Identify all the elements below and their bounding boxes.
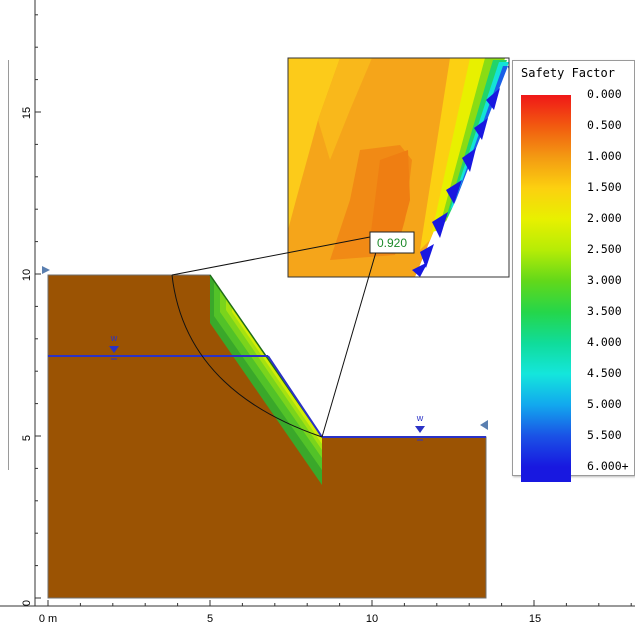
x-tick-label-0: 0 m — [39, 613, 57, 625]
vertical-ruler: 0 5 10 15 — [21, 0, 41, 606]
legend-entry: 2.000 — [521, 211, 631, 250]
legend-label: 6.000+ — [587, 459, 629, 473]
legend-swatch — [521, 374, 571, 405]
x-tick-label-10: 10 — [366, 613, 378, 625]
legend-swatch — [521, 188, 571, 219]
legend-swatch — [521, 126, 571, 157]
legend-label: 5.500 — [587, 428, 622, 442]
legend-swatch — [521, 467, 571, 482]
legend-entry: 3.500 — [521, 304, 631, 343]
legend-label: 4.500 — [587, 366, 622, 380]
legend-swatch — [521, 250, 571, 281]
legend-entry: 0.500 — [521, 118, 631, 157]
legend-entry: 1.000 — [521, 149, 631, 188]
legend-swatch — [521, 95, 571, 126]
zoom-leader-line — [171, 236, 371, 276]
water-marker-left: w — [109, 333, 119, 360]
legend-entry: 3.000 — [521, 273, 631, 312]
edge-marker-right — [480, 420, 488, 430]
legend-label: 3.500 — [587, 304, 622, 318]
x-tick-label-15: 15 — [529, 613, 541, 625]
legend-entry: 6.000+ — [521, 459, 631, 491]
y-tick-label-5: 5 — [21, 435, 33, 441]
legend-entry: 5.000 — [521, 397, 631, 436]
legend-swatch — [521, 343, 571, 374]
legend-swatch — [521, 219, 571, 250]
legend-swatch — [521, 157, 571, 188]
horizontal-ruler: 0 m 5 10 15 — [0, 600, 635, 625]
min-safety-factor-callout[interactable]: 0.920 — [369, 231, 415, 254]
legend-label: 2.000 — [587, 211, 622, 225]
left-panel-edge — [0, 60, 9, 470]
legend-swatch — [521, 281, 571, 312]
y-tick-label-15: 15 — [21, 107, 33, 119]
legend-entry: 0.000 — [521, 87, 631, 126]
water-table — [48, 355, 486, 438]
legend-label: 1.000 — [587, 149, 622, 163]
legend-label: 4.000 — [587, 335, 622, 349]
x-tick-label-5: 5 — [207, 613, 213, 625]
legend-entry: 5.500 — [521, 428, 631, 467]
safety-factor-legend: Safety Factor 0.000 0.500 1.000 1.500 2.000 2… — [512, 60, 635, 482]
legend-swatch — [521, 312, 571, 343]
legend-swatch — [521, 405, 571, 436]
legend-entry: 4.000 — [521, 335, 631, 374]
svg-text:w: w — [110, 333, 118, 343]
legend-entry: 4.500 — [521, 366, 631, 405]
legend-title: Safety Factor — [521, 66, 615, 80]
legend-label: 1.500 — [587, 180, 622, 194]
legend-label: 0.500 — [587, 118, 622, 132]
legend-label: 5.000 — [587, 397, 622, 411]
legend-label: 2.500 — [587, 242, 622, 256]
slip-surface — [171, 274, 323, 438]
y-tick-label-10: 10 — [21, 269, 33, 281]
svg-text:w: w — [416, 413, 424, 423]
y-tick-label-0: 0 — [21, 600, 33, 606]
legend-swatch — [521, 436, 571, 467]
safety-contour-band — [209, 274, 323, 485]
edge-marker-left — [42, 266, 50, 274]
legend-entry: 1.500 — [521, 180, 631, 219]
water-marker-right: w — [415, 413, 425, 441]
legend-label: 0.000 — [587, 87, 622, 101]
min-safety-factor-value: 0.920 — [377, 236, 407, 250]
legend-entry: 2.500 — [521, 242, 631, 281]
zoom-leader-line — [321, 251, 377, 438]
legend-label: 3.000 — [587, 273, 622, 287]
